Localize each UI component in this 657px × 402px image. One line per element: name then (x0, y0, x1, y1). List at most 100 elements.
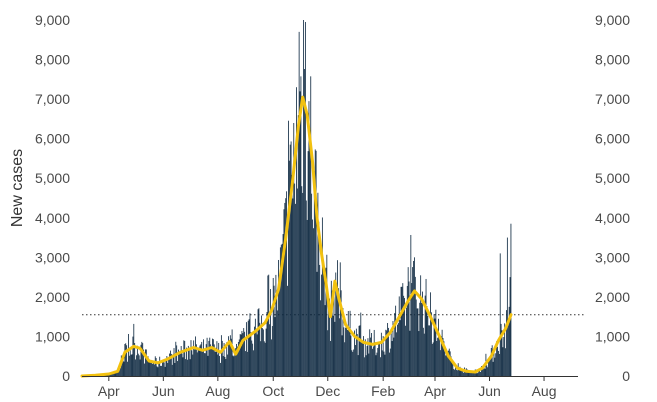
daily-bar (472, 371, 473, 376)
daily-bar (382, 336, 384, 376)
daily-bar (507, 321, 509, 376)
daily-bar (167, 362, 169, 376)
daily-bar (202, 351, 204, 376)
daily-bar (121, 357, 123, 376)
daily-bar (483, 367, 485, 376)
daily-bar (417, 308, 419, 376)
daily-bar (467, 370, 469, 376)
daily-bar (296, 87, 297, 376)
daily-bar (238, 339, 240, 376)
daily-bar (477, 372, 479, 376)
daily-bar (290, 141, 292, 376)
y-tick-label-left: 4,000 (35, 210, 70, 226)
y-tick-label-left: 6,000 (35, 131, 70, 147)
daily-bar (390, 330, 392, 376)
daily-bar (345, 327, 347, 376)
daily-bar (387, 323, 389, 376)
daily-bar (170, 350, 171, 376)
y-tick-label-left: 0 (62, 368, 70, 384)
daily-bar (468, 370, 470, 376)
daily-bar (133, 323, 135, 376)
daily-bar (313, 228, 314, 376)
daily-bar (495, 353, 497, 376)
daily-bar (221, 340, 223, 376)
daily-bar (498, 353, 500, 376)
daily-bar (171, 364, 173, 376)
daily-bar (122, 357, 124, 376)
daily-bar (210, 344, 212, 376)
daily-bar (363, 357, 365, 376)
daily-bar (303, 20, 305, 376)
daily-bar (248, 319, 250, 376)
daily-bar (451, 362, 453, 376)
right-y-axis: 0 1,000 2,000 3,000 4,000 5,000 6,000 7,000 8,00… (595, 12, 630, 384)
daily-bar (342, 308, 344, 376)
y-tick-label-left: 5,000 (35, 170, 70, 186)
daily-bar (388, 352, 390, 376)
daily-bar (249, 313, 251, 376)
daily-bar (195, 336, 196, 376)
daily-bar (482, 365, 484, 376)
daily-bar (311, 193, 313, 376)
daily-bar (504, 323, 506, 376)
daily-bar (129, 348, 131, 376)
daily-bar (423, 333, 425, 376)
daily-bar (488, 358, 489, 376)
daily-bar (282, 234, 284, 376)
daily-bar (472, 371, 474, 376)
daily-bar (215, 347, 217, 376)
daily-bar (155, 358, 157, 376)
y-axis-label: New cases (9, 149, 26, 227)
daily-bar (364, 339, 366, 376)
daily-bar (498, 350, 499, 376)
daily-bar (124, 344, 126, 376)
daily-bar (185, 359, 187, 376)
daily-bar (262, 329, 264, 376)
daily-bar (407, 267, 409, 376)
daily-bar (230, 338, 232, 376)
daily-bar (295, 203, 296, 376)
daily-bar (261, 315, 263, 376)
y-tick-label-left: 7,000 (35, 91, 70, 107)
daily-bar (302, 192, 304, 376)
daily-bar (344, 342, 346, 376)
daily-bar (320, 300, 321, 376)
daily-bar (322, 260, 324, 376)
daily-bar (440, 336, 442, 376)
daily-bar (508, 306, 510, 376)
daily-bar (408, 281, 410, 376)
daily-bar (237, 341, 239, 376)
daily-bar (458, 368, 460, 376)
daily-bar (140, 344, 142, 376)
daily-bar (354, 330, 355, 376)
daily-bar (177, 361, 178, 376)
daily-bar (509, 277, 511, 376)
daily-bar (489, 356, 490, 376)
y-tick-label-left: 2,000 (35, 289, 70, 305)
y-tick-label-right: 4,000 (595, 210, 630, 226)
daily-bar (257, 309, 259, 376)
daily-bar (204, 353, 206, 376)
daily-bar (187, 345, 189, 376)
daily-bar (490, 347, 492, 376)
daily-bar (205, 344, 207, 376)
daily-bar (441, 329, 443, 376)
x-tick-label: Jun (478, 383, 501, 399)
daily-bar (506, 237, 508, 376)
daily-bar (415, 299, 417, 376)
daily-bar (258, 308, 260, 376)
daily-bar (351, 350, 353, 376)
daily-bar (161, 360, 163, 376)
daily-bar (371, 333, 372, 376)
daily-bar (500, 323, 502, 376)
daily-bar (346, 329, 348, 376)
daily-bar (273, 285, 275, 376)
daily-bar (170, 353, 172, 376)
daily-bar (206, 337, 208, 376)
daily-bar (184, 340, 186, 376)
daily-bar (175, 341, 177, 376)
daily-bar (401, 286, 403, 376)
daily-bar (319, 264, 321, 376)
daily-bar (222, 356, 224, 376)
daily-bar (262, 328, 263, 376)
